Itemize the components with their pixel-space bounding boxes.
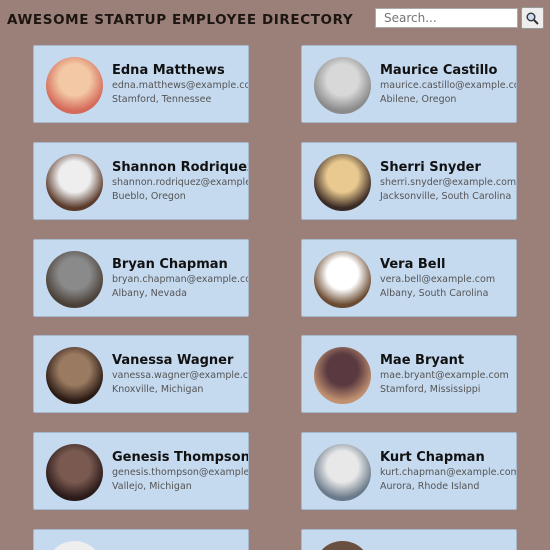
employee-email: sherri.snyder@example.com	[380, 176, 517, 188]
avatar	[46, 57, 103, 114]
avatar	[314, 541, 371, 550]
avatar	[314, 347, 371, 405]
employee-card[interactable]: Shannon Rodriquez shannon.rodriquez@examp…	[33, 141, 249, 220]
employee-location: Bueblo, Oregon	[112, 190, 186, 202]
employee-email: mae.bryant@example.com	[380, 370, 509, 382]
employee-email: vanessa.wagner@example.com	[112, 370, 249, 382]
employee-email: genesis.thompson@example.com	[112, 467, 249, 479]
avatar	[314, 250, 371, 308]
employee-card[interactable]: Genesis Thompson genesis.thompson@example…	[33, 432, 249, 511]
search-input[interactable]	[375, 8, 518, 28]
employee-name: Maurice Castillo	[380, 63, 498, 78]
avatar	[46, 541, 103, 550]
avatar	[46, 153, 103, 211]
employee-location: Stamford, Tennessee	[112, 94, 212, 105]
employee-email: kurt.chapman@example.com	[380, 467, 517, 479]
employee-location: Stamford, Mississippi	[380, 384, 481, 396]
employee-location: Aurora, Rhode Island	[380, 481, 480, 493]
avatar	[46, 347, 103, 405]
employee-card	[33, 529, 249, 550]
employee-location: Abilene, Oregon	[380, 94, 457, 105]
search-button[interactable]	[521, 7, 544, 29]
employee-name: Kurt Chapman	[380, 450, 485, 466]
employee-name: Bryan Chapman	[112, 256, 228, 272]
avatar	[46, 250, 103, 308]
employee-name: Vanessa Wagner	[112, 353, 234, 369]
avatar	[46, 444, 103, 502]
employee-card[interactable]: Kurt Chapman kurt.chapman@example.com Auro…	[301, 432, 517, 511]
employee-card[interactable]: Vanessa Wagner vanessa.wagner@example.com…	[33, 335, 249, 414]
employee-name: Genesis Thompson	[112, 450, 249, 466]
employee-location: Albany, South Carolina	[380, 287, 489, 299]
employee-name: Edna Matthews	[112, 63, 225, 78]
employee-card	[301, 529, 517, 550]
employee-location: Knoxville, Michigan	[112, 384, 204, 396]
employee-email: edna.matthews@example.com	[112, 80, 249, 91]
employee-card[interactable]: Edna Matthews edna.matthews@example.com St…	[33, 45, 249, 123]
employee-card[interactable]: Vera Bell vera.bell@example.com Albany, So…	[301, 238, 517, 317]
avatar	[314, 444, 371, 502]
employee-name: Mae Bryant	[380, 353, 465, 369]
employee-name: Shannon Rodriquez	[112, 159, 249, 175]
employee-card[interactable]: Sherri Snyder sherri.snyder@example.com Ja…	[301, 141, 517, 220]
avatar	[314, 57, 371, 114]
employee-email: shannon.rodriquez@example.com	[112, 176, 249, 188]
employee-location: Jacksonville, South Carolina	[380, 190, 512, 202]
search-icon	[526, 12, 539, 25]
employee-card[interactable]: Bryan Chapman bryan.chapman@example.com Al…	[33, 238, 249, 317]
employee-email: bryan.chapman@example.com	[112, 273, 249, 285]
employee-email: vera.bell@example.com	[380, 273, 496, 285]
employee-location: Vallejo, Michigan	[112, 481, 192, 493]
avatar	[314, 153, 371, 211]
employee-email: maurice.castillo@example.com	[380, 80, 517, 91]
employee-card[interactable]: Maurice Castillo maurice.castillo@example…	[301, 45, 517, 123]
employee-name: Sherri Snyder	[380, 159, 481, 175]
page-title: AWESOME STARTUP EMPLOYEE DIRECTORY	[7, 12, 354, 28]
employee-card[interactable]: Mae Bryant mae.bryant@example.com Stamford…	[301, 335, 517, 414]
employee-location: Albany, Nevada	[112, 287, 187, 299]
employee-name: Vera Bell	[380, 256, 446, 272]
